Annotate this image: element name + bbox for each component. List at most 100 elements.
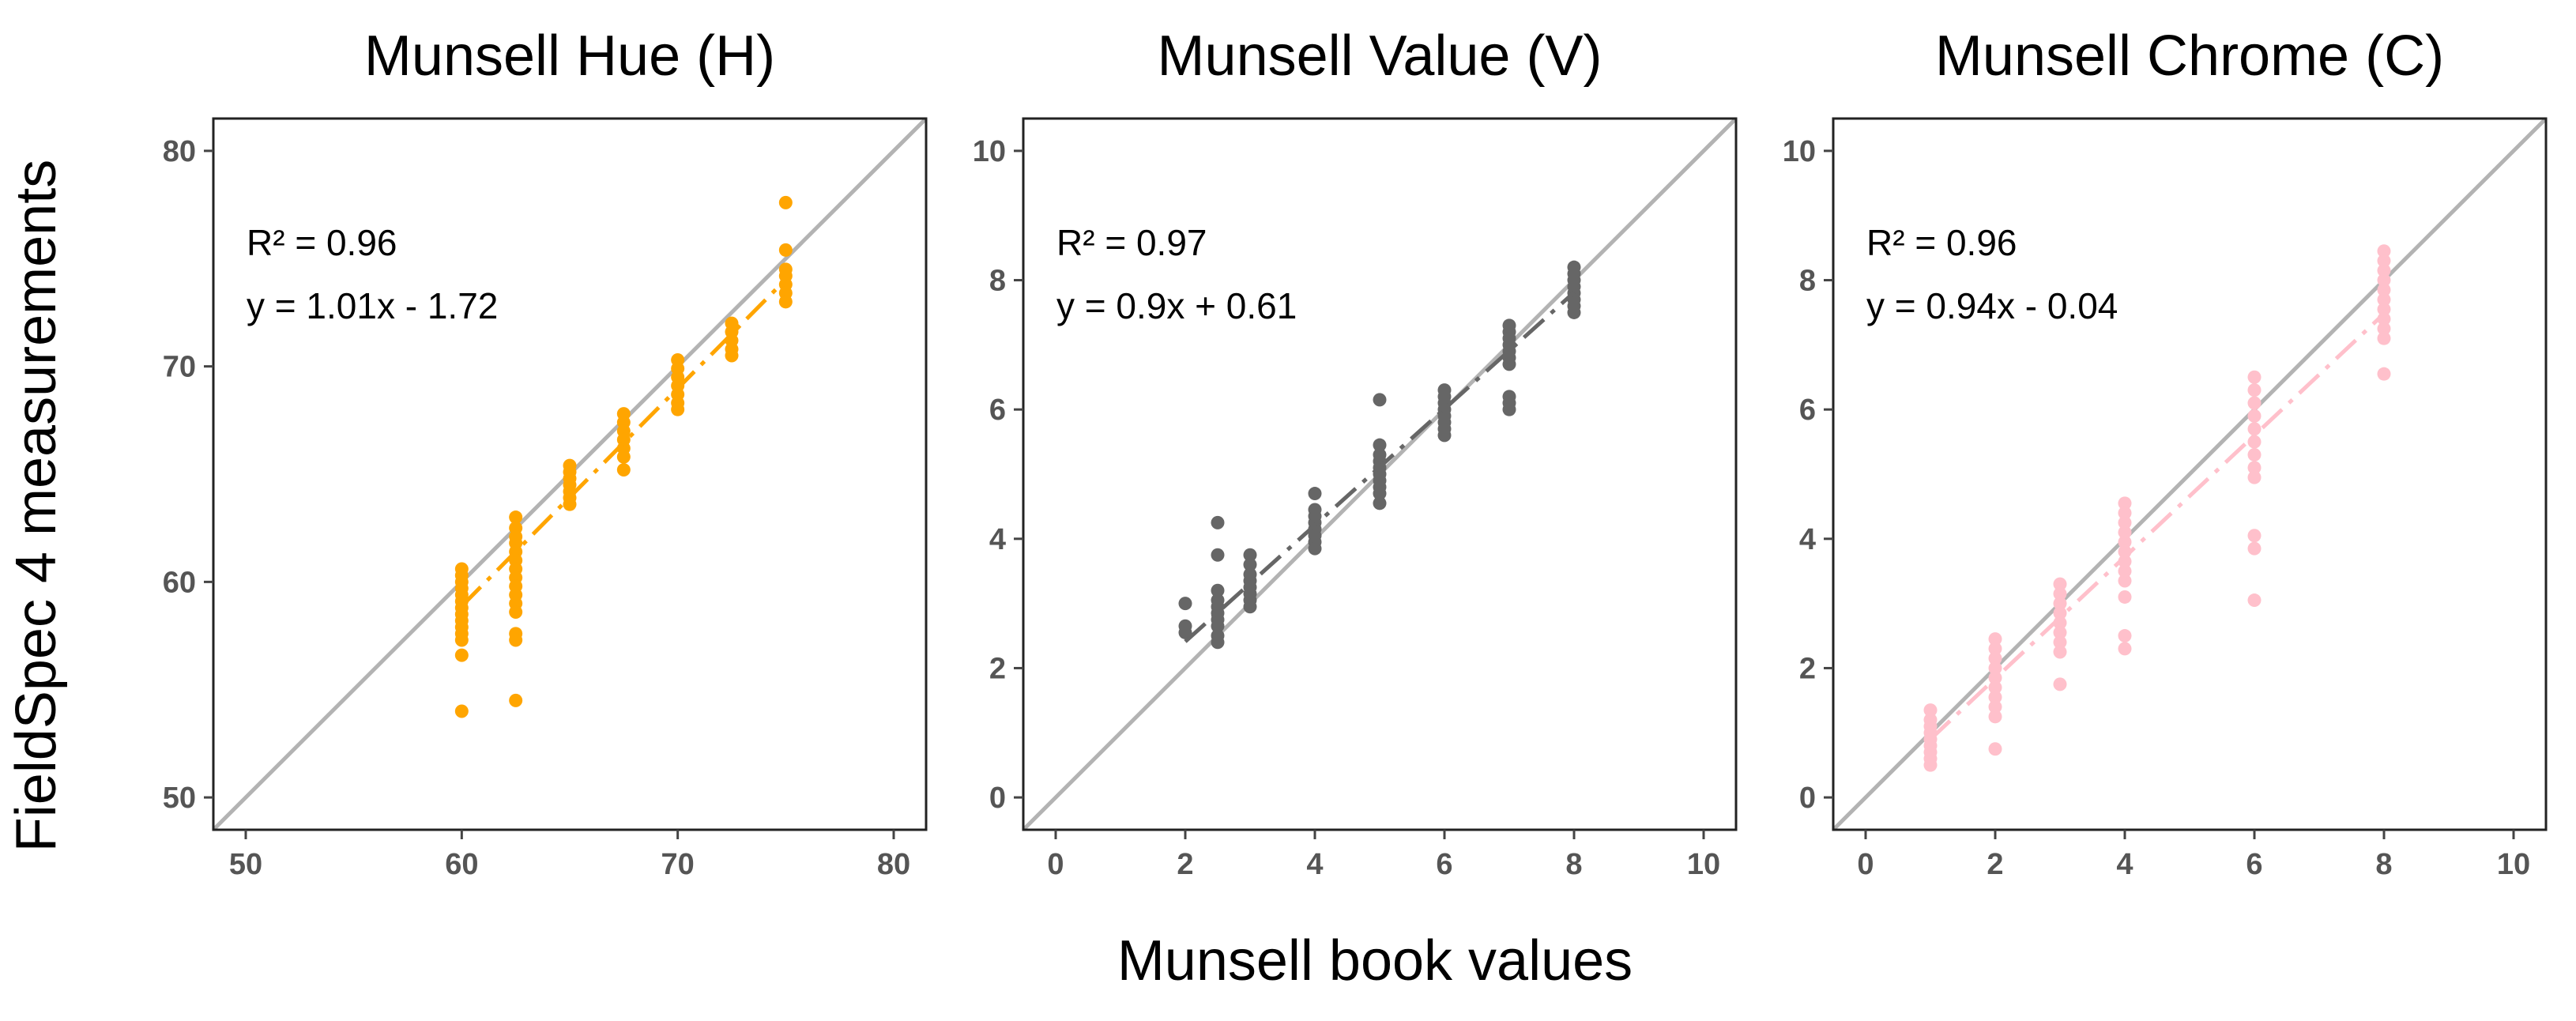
data-point bbox=[2053, 597, 2067, 611]
panel-title: Munsell Hue (H) bbox=[364, 24, 775, 88]
data-point bbox=[2247, 435, 2262, 449]
data-point bbox=[509, 510, 523, 525]
data-point bbox=[2247, 470, 2262, 484]
data-point bbox=[2118, 642, 2132, 656]
y-tick-label: 0 bbox=[1799, 782, 1816, 815]
data-point bbox=[1988, 710, 2002, 724]
data-point bbox=[2118, 590, 2132, 604]
data-point bbox=[2377, 263, 2391, 277]
panel-1: Munsell Hue (H) 50 60 70 80 50 60 70 80 R² = 0.96… bbox=[163, 24, 928, 881]
panel-2: Munsell Value (V) 0 2 4 6 8 10 0 2 4 6 8 10 R² = 0.97… bbox=[973, 24, 1738, 881]
y-tick-label: 0 bbox=[989, 782, 1006, 815]
data-point bbox=[1211, 619, 1225, 633]
data-point bbox=[2377, 292, 2391, 307]
data-point bbox=[2377, 254, 2391, 268]
x-tick-label: 10 bbox=[1687, 848, 1720, 881]
data-point bbox=[1988, 632, 2002, 646]
data-point bbox=[2118, 574, 2132, 588]
data-point bbox=[2377, 244, 2391, 258]
y-tick-label: 2 bbox=[1799, 652, 1816, 685]
data-point bbox=[1178, 597, 1192, 611]
equation-annotation: y = 0.9x + 0.61 bbox=[1056, 285, 1297, 326]
plot-frame bbox=[212, 117, 928, 831]
data-point bbox=[1923, 758, 1938, 772]
data-point bbox=[1243, 558, 1257, 572]
data-point bbox=[1567, 305, 1581, 319]
data-point bbox=[563, 497, 577, 511]
data-point bbox=[509, 605, 523, 620]
data-point bbox=[454, 704, 469, 718]
data-point bbox=[2247, 593, 2262, 608]
y-tick-label: 4 bbox=[989, 523, 1006, 556]
y-tick-label: 60 bbox=[163, 566, 196, 599]
x-axis-label: Munsell book values bbox=[1117, 929, 1633, 993]
data-point bbox=[1211, 548, 1225, 562]
data-point bbox=[778, 295, 793, 309]
x-tick-label: 2 bbox=[1177, 848, 1193, 881]
x-tick-label: 10 bbox=[2497, 848, 2530, 881]
y-tick-label: 50 bbox=[163, 782, 196, 815]
y-tick-label: 6 bbox=[989, 394, 1006, 427]
panel-title: Munsell Value (V) bbox=[1158, 24, 1602, 88]
data-point bbox=[2247, 383, 2262, 397]
data-point bbox=[2377, 273, 2391, 288]
y-tick-label: 8 bbox=[1799, 265, 1816, 298]
data-point bbox=[1988, 661, 2002, 675]
data-point bbox=[1373, 438, 1387, 452]
fit-line bbox=[1929, 312, 2386, 741]
panel-3: Munsell Chrome (C) 0 2 4 6 8 10 0 2 4 6 8 10 R² = 0.9… bbox=[1783, 24, 2548, 881]
data-point bbox=[2377, 283, 2391, 297]
r-squared-annotation: R² = 0.97 bbox=[1056, 222, 1207, 263]
data-point bbox=[1308, 541, 1322, 556]
data-points bbox=[454, 195, 793, 718]
plot-frame bbox=[1832, 117, 2548, 831]
data-point bbox=[2247, 461, 2262, 475]
data-point bbox=[1502, 357, 1516, 371]
data-point bbox=[2247, 447, 2262, 462]
data-point bbox=[2118, 515, 2132, 529]
data-point bbox=[1988, 642, 2002, 656]
x-tick-label: 70 bbox=[661, 848, 695, 881]
y-tick-label: 10 bbox=[1783, 135, 1816, 168]
data-point bbox=[1988, 742, 2002, 756]
data-point bbox=[1211, 515, 1225, 529]
equation-annotation: y = 1.01x - 1.72 bbox=[247, 285, 498, 326]
panel-title: Munsell Chrome (C) bbox=[1935, 24, 2444, 88]
equation-annotation: y = 0.94x - 0.04 bbox=[1866, 285, 2118, 326]
y-tick-label: 4 bbox=[1799, 523, 1816, 556]
data-point bbox=[1373, 496, 1387, 510]
data-point bbox=[1211, 635, 1225, 650]
data-point bbox=[1178, 625, 1192, 639]
y-tick-label: 6 bbox=[1799, 394, 1816, 427]
data-point bbox=[2247, 409, 2262, 423]
data-point bbox=[2377, 322, 2391, 336]
x-tick-label: 0 bbox=[1047, 848, 1064, 881]
y-tick-label: 10 bbox=[973, 135, 1006, 168]
data-point bbox=[2118, 535, 2132, 549]
data-point bbox=[1373, 393, 1387, 407]
data-point bbox=[778, 195, 793, 209]
y-axis-label: FieldSpec 4 measurements bbox=[5, 160, 68, 852]
data-point bbox=[725, 348, 739, 363]
data-point bbox=[454, 648, 469, 662]
y-tick-label: 8 bbox=[989, 265, 1006, 298]
data-point bbox=[1988, 680, 2002, 695]
data-point bbox=[1988, 651, 2002, 665]
data-point bbox=[509, 693, 523, 707]
data-point bbox=[1373, 487, 1387, 501]
x-tick-label: 6 bbox=[1436, 848, 1452, 881]
data-point bbox=[2053, 677, 2067, 691]
data-point bbox=[2118, 526, 2132, 540]
data-point bbox=[2053, 635, 2067, 650]
data-point bbox=[616, 463, 631, 477]
data-point bbox=[2053, 606, 2067, 620]
identity-line bbox=[1832, 117, 2548, 831]
data-point bbox=[2118, 564, 2132, 578]
data-point bbox=[671, 402, 685, 416]
data-point bbox=[616, 450, 631, 464]
data-point bbox=[2247, 422, 2262, 436]
data-point bbox=[778, 243, 793, 257]
data-point bbox=[2377, 367, 2391, 381]
x-tick-label: 50 bbox=[229, 848, 262, 881]
data-point bbox=[1502, 402, 1516, 416]
